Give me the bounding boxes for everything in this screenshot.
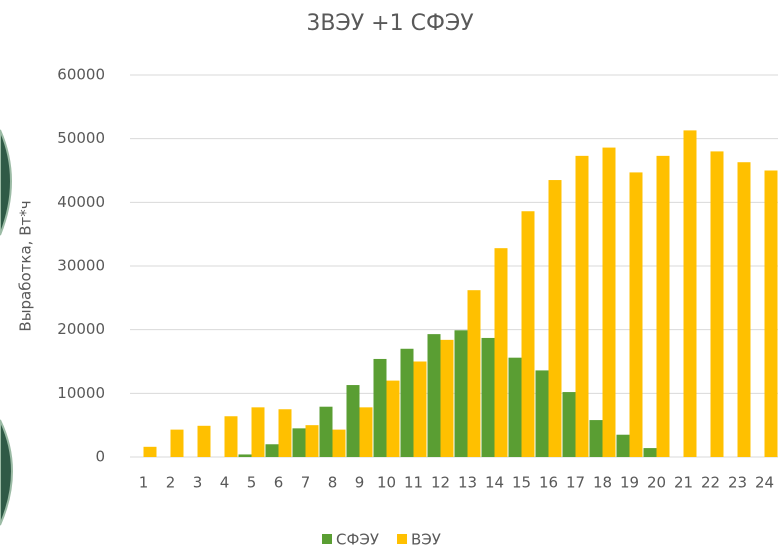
bar [521, 211, 535, 457]
bar [143, 446, 157, 457]
bar [305, 425, 319, 457]
bar [292, 428, 306, 457]
legend-label: СФЭУ [336, 531, 379, 549]
y-axis-label: Выработка, Вт*ч [17, 200, 35, 331]
x-tick-label: 6 [274, 474, 284, 492]
bar [683, 130, 697, 457]
bar [224, 416, 238, 457]
bar [494, 248, 508, 457]
x-tick-label: 22 [701, 474, 720, 492]
x-tick-label: 14 [485, 474, 504, 492]
bar [454, 330, 468, 457]
x-tick-label: 3 [193, 474, 203, 492]
bar [508, 357, 522, 457]
x-tick-label: 18 [593, 474, 612, 492]
bar [197, 425, 211, 457]
bar [575, 155, 589, 457]
y-tick-label: 20000 [57, 320, 105, 338]
bar [535, 370, 549, 457]
y-tick-label: 40000 [57, 193, 105, 211]
decoration [0, 419, 13, 526]
bar [589, 420, 603, 457]
bar [481, 337, 495, 457]
bar [629, 172, 643, 457]
bar [373, 358, 387, 457]
y-tick-label: 50000 [57, 129, 105, 147]
bar [602, 147, 616, 457]
bar [467, 290, 481, 457]
x-tick-label: 10 [377, 474, 396, 492]
bar [656, 155, 670, 457]
x-tick-label: 4 [220, 474, 230, 492]
bar [764, 170, 778, 457]
bar [170, 429, 184, 457]
y-tick-label: 10000 [57, 384, 105, 402]
legend-swatch [322, 534, 332, 544]
x-tick-label: 8 [328, 474, 338, 492]
x-tick-label: 2 [166, 474, 176, 492]
legend-swatch [397, 534, 408, 544]
bar [548, 180, 562, 458]
bar [359, 407, 373, 457]
y-tick-label: 0 [95, 448, 105, 466]
y-tick-label: 60000 [57, 66, 105, 84]
bar [440, 339, 454, 457]
x-tick-label: 12 [431, 474, 450, 492]
x-tick-label: 5 [247, 474, 257, 492]
bar [319, 406, 333, 457]
x-tick-label: 13 [458, 474, 477, 492]
bar [710, 151, 724, 457]
bar [413, 361, 427, 457]
chart-title: 3ВЭУ +1 СФЭУ [306, 11, 474, 36]
x-tick-label: 17 [566, 474, 585, 492]
y-tick-label: 30000 [57, 257, 105, 275]
bar [238, 454, 252, 457]
bar [386, 380, 400, 457]
bar [346, 385, 360, 457]
x-tick-label: 24 [755, 474, 774, 492]
decoration [0, 129, 12, 236]
bar [278, 409, 292, 457]
bar [400, 348, 414, 457]
bar [251, 407, 265, 457]
bar [332, 429, 346, 457]
bar [562, 392, 576, 457]
bar [427, 334, 441, 457]
legend-label: ВЭУ [411, 531, 441, 549]
bar [737, 162, 751, 457]
bar [643, 448, 657, 457]
x-tick-label: 21 [674, 474, 693, 492]
x-tick-label: 11 [404, 474, 423, 492]
bar [616, 434, 630, 457]
x-tick-label: 9 [355, 474, 365, 492]
x-tick-label: 19 [620, 474, 639, 492]
bar [265, 444, 279, 457]
x-tick-label: 16 [539, 474, 558, 492]
x-tick-label: 15 [512, 474, 531, 492]
x-tick-label: 23 [728, 474, 747, 492]
x-tick-label: 7 [301, 474, 311, 492]
x-tick-label: 1 [139, 474, 149, 492]
x-tick-label: 20 [647, 474, 666, 492]
